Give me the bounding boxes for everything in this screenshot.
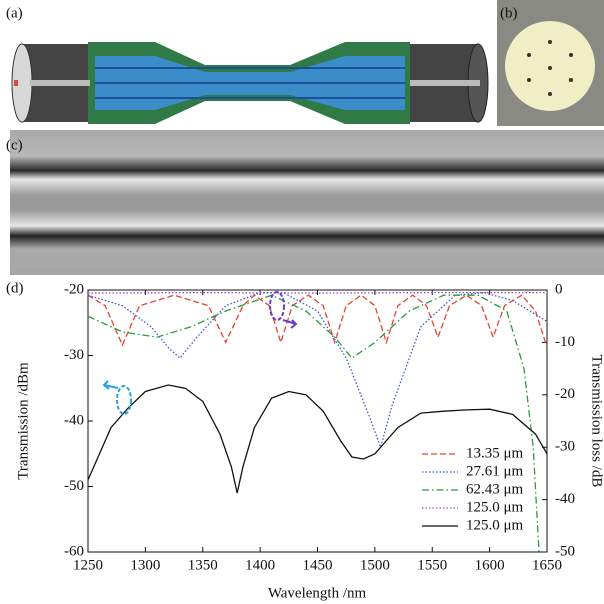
x-tick-label: 1450 [303,557,333,573]
core [14,80,18,86]
fiber-tail [410,80,480,86]
y2-tick-label: 0 [555,281,563,297]
x-tick-label: 1650 [532,557,562,573]
x-tick-label: 1250 [73,557,103,573]
y2-tick-label: -20 [555,386,575,402]
legend-label: 62.43 μm [466,481,524,497]
legend-label: 125.0 μm [466,517,524,533]
x-tick-label: 1350 [188,557,218,573]
annotation-loop [269,291,285,321]
panel-label: (c) [6,137,23,153]
annotation-loop [116,385,132,415]
plot: 1250 1300 1350 1400 1450 1500 1550 1600 1650 -60 -… [64,281,575,573]
legend-label: 27.61 μm [466,463,524,479]
microscope-image [10,130,604,275]
y2-tick-label: -40 [555,491,575,507]
y-tick-label: -20 [64,281,84,297]
x-tick-label: 1500 [360,557,390,573]
legend-label: 125.0 μm [466,499,524,515]
series-line [87,291,548,450]
x-tick-label: 1400 [245,557,275,573]
panel-label: (b) [500,5,518,21]
y2-tick-label: -30 [555,439,575,455]
y2-tick-label: -10 [555,334,575,350]
y-tick-label: -40 [64,412,84,428]
fiber-tail [30,80,90,86]
panel-label: (d) [6,280,24,296]
annotation-arrow [282,319,298,329]
x-tick-label: 1550 [417,557,447,573]
annotation-arrow [102,380,119,390]
x-tick-label: 1600 [475,557,505,573]
panel-label: (a) [6,5,23,21]
legend-label: 13.35 μm [466,445,524,461]
x-tick-label: 1300 [130,557,160,573]
taper-illustration [0,0,496,128]
x-axis-label: Wavelength /nm [268,585,367,601]
series-line [87,294,540,553]
fiber-lines [95,67,405,99]
y2-axis-label: Transmission loss /dB [589,355,604,488]
y-tick-label: -30 [64,347,84,363]
series-line [87,291,547,294]
series-line [87,384,548,494]
y-tick-label: -60 [64,543,84,559]
cores [527,40,573,96]
y2-tick-label: -50 [555,543,575,559]
y-axis-label: Transmission /dBm [15,362,31,480]
y-tick-label: -50 [64,478,84,494]
